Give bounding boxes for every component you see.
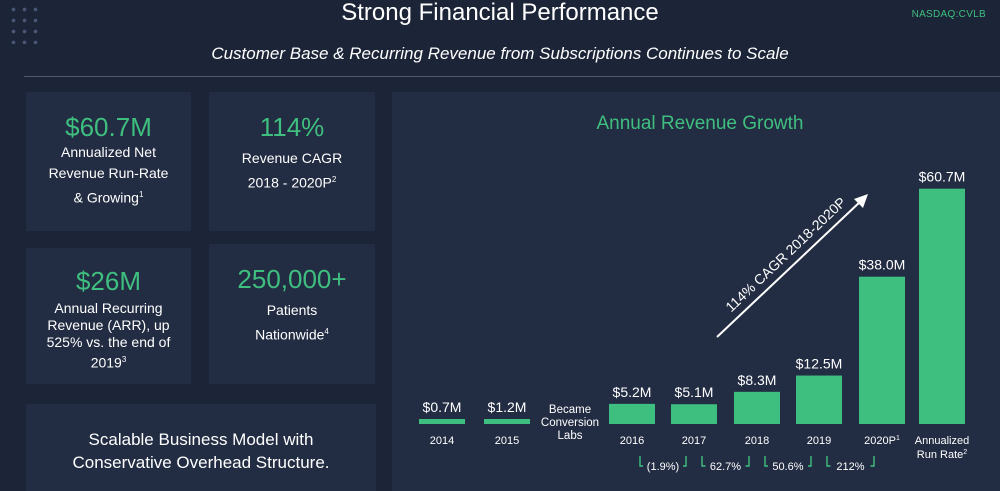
bar-value-label: $60.7M — [919, 169, 966, 185]
chart-panel: Annual Revenue Growth $0.7M 2014 $1.2M 2015 B… — [392, 92, 1000, 491]
cagr-arrow-label: 114% CAGR 2018-2020P — [722, 194, 849, 315]
bar-Annualized Run Rate — [919, 188, 965, 424]
bar-value-label: $1.2M — [488, 399, 527, 415]
kpi-line: & Growing — [73, 189, 139, 206]
ticker-symbol: NASDAQ:CVLB — [911, 9, 986, 20]
bar-2018 — [734, 391, 780, 424]
category-label: 2018 — [745, 435, 769, 447]
business-model-line: Scalable Business Model with — [88, 430, 314, 449]
kpi-line: Revenue (ARR), up — [47, 317, 170, 333]
footnote-ref: 3 — [121, 355, 127, 364]
kpi-line: Revenue Run-Rate — [48, 165, 169, 181]
growth-label-bg — [643, 459, 683, 473]
dot-grid-decoration — [8, 4, 42, 44]
gap-annotation-text: Conversion — [541, 417, 599, 429]
kpi-line: Patients — [266, 302, 318, 318]
category-label: Run Rate2 — [917, 449, 967, 461]
growth-rate-label: 212% — [836, 461, 864, 473]
growth-rate-label: 50.6% — [772, 461, 803, 473]
kpi-description: Revenue CAGR 2018 - 2020P2 — [209, 148, 375, 194]
kpi-description: Annualized Net Revenue Run-Rate & Growin… — [26, 142, 191, 209]
bar-value-label: $12.5M — [796, 356, 843, 372]
revenue-bar-chart: Annual Revenue Growth $0.7M 2014 $1.2M 2015 B… — [419, 113, 969, 473]
category-label: 2017 — [682, 435, 706, 447]
business-model-line: Conservative Overhead Structure. — [72, 453, 330, 472]
kpi-line: Annualized Net — [61, 144, 156, 160]
category-label: Annualized — [915, 435, 969, 447]
gap-annotation-text: Became — [549, 404, 591, 416]
footnote-ref: 2 — [963, 449, 967, 456]
growth-label-bg — [705, 459, 746, 473]
kpi-line: 2019 — [90, 354, 122, 371]
header-divider — [24, 76, 1000, 77]
kpi-line: Revenue CAGR — [241, 150, 343, 166]
kpi-description: Annual Recurring Revenue (ARR), up 525% … — [26, 300, 191, 372]
bar-2019 — [796, 375, 842, 424]
category-label: 2014 — [430, 435, 454, 447]
bar-2016 — [609, 403, 655, 424]
bar-2015 — [484, 419, 530, 424]
footnote-ref: 2 — [331, 175, 337, 184]
kpi-value: $26M — [75, 266, 142, 296]
growth-rate-label: (1.9%) — [647, 461, 679, 473]
growth-label-bg — [768, 459, 808, 473]
kpi-value: $60.7M — [65, 112, 152, 142]
bar-2017 — [671, 404, 717, 424]
category-label: 2016 — [620, 435, 644, 447]
category-label: 2019 — [807, 435, 831, 447]
kpi-value: 250,000+ — [237, 264, 347, 294]
kpi-card-patients: 250,000+ Patients Nationwide4 — [209, 244, 375, 384]
kpi-card-arr: $26M Annual Recurring Revenue (ARR), up … — [26, 248, 191, 384]
kpi-value: 114% — [259, 112, 325, 142]
category-label: 2015 — [495, 435, 519, 447]
growth-label-bg — [830, 459, 871, 473]
footnote-ref: 1 — [896, 435, 900, 442]
cagr-arrow-head — [854, 194, 868, 208]
bar-value-label: $5.1M — [675, 384, 714, 400]
cagr-arrow-line — [716, 199, 863, 338]
category-label: 2020P1 — [864, 435, 900, 447]
bar-value-label: $38.0M — [859, 257, 906, 273]
kpi-line: 525% vs. the end of — [46, 334, 171, 350]
bar-value-label: $5.2M — [613, 384, 652, 400]
bar-value-label: $0.7M — [423, 399, 462, 415]
page-title: Strong Financial Performance — [341, 0, 659, 26]
footnote-ref: 1 — [138, 190, 144, 199]
kpi-description: Patients Nationwide4 — [209, 300, 375, 346]
chart-title: Annual Revenue Growth — [596, 113, 803, 134]
bar-2020P — [859, 276, 905, 424]
kpi-card-cagr: 114% Revenue CAGR 2018 - 2020P2 — [209, 92, 375, 231]
bar-value-label: $8.3M — [738, 372, 777, 388]
gap-annotation-text: Labs — [558, 430, 583, 442]
business-model-text: Scalable Business Model with Conservativ… — [26, 428, 376, 474]
kpi-line: Nationwide — [255, 326, 325, 343]
page-subtitle: Customer Base & Recurring Revenue from S… — [211, 44, 789, 63]
kpi-card-run-rate: $60.7M Annualized Net Revenue Run-Rate &… — [26, 92, 191, 231]
kpi-line: 2018 - 2020P — [247, 174, 332, 191]
kpi-line: Annual Recurring — [54, 300, 163, 316]
bar-2014 — [419, 419, 465, 424]
footnote-ref: 4 — [324, 327, 329, 336]
business-model-card: Scalable Business Model with Conservativ… — [26, 404, 376, 491]
growth-rate-label: 62.7% — [710, 461, 741, 473]
